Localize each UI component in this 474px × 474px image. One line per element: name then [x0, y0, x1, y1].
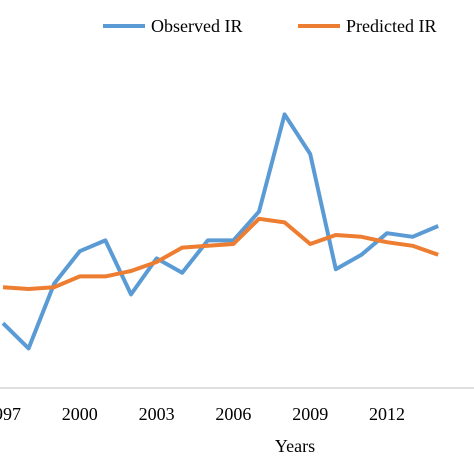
x-tick-label: 2012	[369, 404, 405, 424]
x-tick-label: 2003	[139, 404, 175, 424]
x-axis-title: Years	[275, 436, 315, 456]
legend-label-predicted: Predicted IR	[346, 16, 436, 36]
series-line-observed	[1, 112, 439, 351]
series-line-predicted	[2, 216, 439, 291]
legend-label-observed: Observed IR	[151, 16, 242, 36]
x-tick-label: 1997	[0, 404, 21, 424]
series-layer	[1, 112, 439, 351]
x-tick-label: 2009	[292, 404, 328, 424]
legend: Observed IR Predicted IR	[103, 16, 436, 36]
x-tick-label: 2006	[215, 404, 251, 424]
x-tick-labels: 1997 2000 2003 2006 2009 2012	[0, 404, 405, 424]
x-tick-label: 2000	[62, 404, 98, 424]
